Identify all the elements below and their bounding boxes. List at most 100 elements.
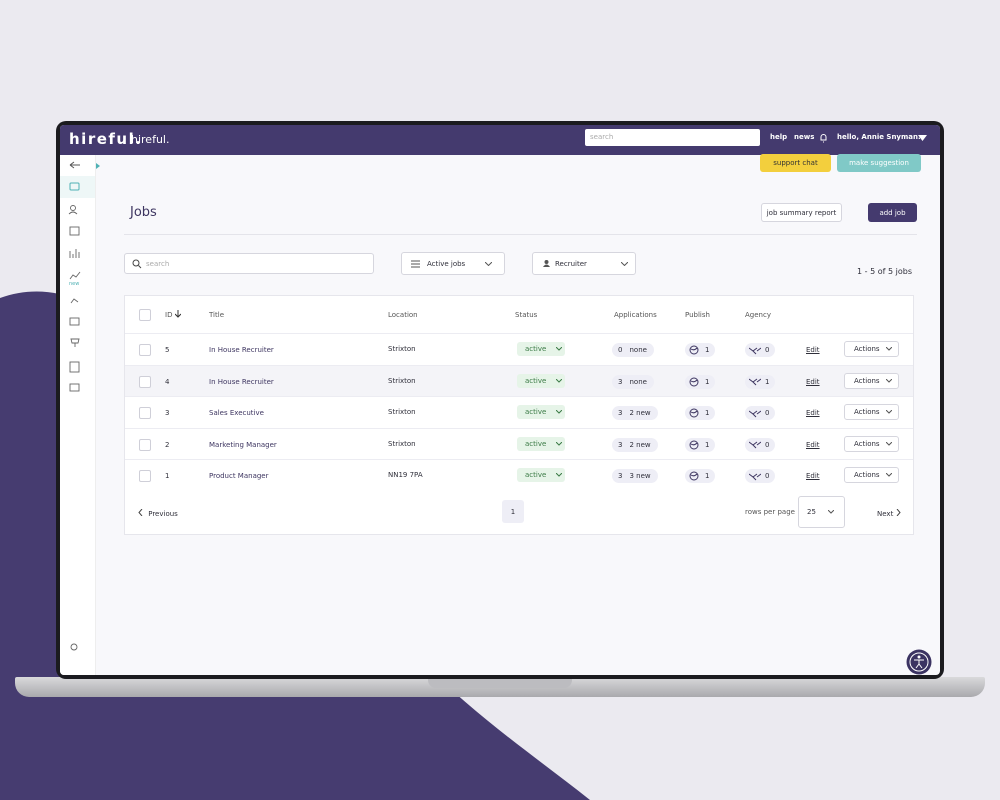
top-bar: hireful. hireful. search help news hello… — [60, 125, 940, 155]
column-header: Applications — [614, 311, 657, 319]
status-pill[interactable]: active — [517, 373, 565, 388]
chevron — [885, 345, 893, 353]
applications-pill: 3 none — [612, 374, 654, 389]
publish-count: 1 — [705, 346, 710, 354]
job-location: Strixton — [388, 408, 416, 417]
status-text: active — [525, 345, 547, 353]
column-header: Publish — [685, 311, 710, 319]
row-checkbox[interactable] — [139, 470, 151, 483]
previous-button[interactable]: Previous — [138, 508, 178, 518]
applications-pill: 3 3 new — [612, 469, 658, 484]
status-pill[interactable]: active — [517, 405, 565, 420]
status-pill[interactable]: active — [517, 468, 565, 483]
status-pill[interactable]: active — [517, 342, 565, 356]
applications-new: 3 new — [629, 472, 651, 481]
agency-pill: 1 — [745, 374, 775, 389]
chevron — [555, 408, 563, 416]
status-filter-label: Active jobs — [427, 259, 466, 268]
publish-pill: 1 — [685, 406, 715, 421]
edit-link[interactable]: Edit — [806, 409, 820, 418]
page-button[interactable]: 1 — [502, 500, 524, 523]
jobs-search[interactable]: search — [124, 253, 374, 274]
filter-icon — [411, 260, 420, 267]
publish-count: 1 — [705, 409, 710, 418]
table-row: 2 Marketing Manager Strixton active 3 2 new 1 0… — [125, 427, 913, 460]
actions-label: Actions — [854, 439, 880, 448]
page-size-value: 25 — [807, 508, 816, 516]
job-title[interactable]: Marketing Manager — [209, 440, 277, 449]
status-text: active — [525, 439, 547, 448]
publish-pill: 1 — [685, 343, 715, 357]
publish-pill: 1 — [685, 469, 715, 484]
actions-button[interactable]: Actions — [844, 372, 899, 389]
job-summary-report-button[interactable]: job summary report — [761, 203, 842, 222]
chevron — [885, 471, 893, 479]
accessibility-button[interactable] — [906, 649, 932, 675]
recruiter-filter-label: Recruiter — [555, 259, 587, 268]
chevron — [885, 440, 893, 448]
edit-link[interactable]: Edit — [806, 346, 820, 354]
edit-link[interactable]: Edit — [806, 472, 820, 481]
chevron — [827, 508, 835, 516]
sort-arrow[interactable] — [174, 310, 182, 321]
table-row: 5 In House Recruiter Strixton active 0 none 1 0… — [125, 333, 913, 365]
agency-count: 0 — [765, 346, 770, 354]
row-checkbox[interactable] — [139, 438, 151, 451]
table-row: 3 Sales Executive Strixton active 3 2 new 1 0 Ed… — [125, 396, 913, 429]
logo[interactable]: hireful. — [69, 130, 143, 148]
actions-button[interactable]: Actions — [844, 341, 899, 357]
rows-per-page-label: rows per page — [745, 508, 795, 516]
row-checkbox[interactable] — [139, 344, 151, 356]
user-caret[interactable] — [918, 135, 927, 141]
sidebar-icons — [60, 161, 100, 651]
column-header[interactable]: ID — [165, 311, 173, 319]
job-title[interactable]: In House Recruiter — [209, 346, 274, 354]
next-button[interactable]: Next — [877, 508, 901, 518]
select-all-checkbox[interactable] — [139, 309, 151, 321]
support-chat-button[interactable]: support chat — [760, 154, 831, 172]
status-text: active — [525, 408, 547, 417]
user-menu[interactable]: hello, Annie Snyman. — [837, 133, 921, 141]
recruiter-filter[interactable]: Recruiter — [532, 252, 636, 275]
publish-count: 1 — [705, 440, 710, 449]
help-link[interactable]: help — [770, 133, 788, 141]
make-suggestion-button[interactable]: make suggestion — [837, 154, 921, 172]
table-row: 4 In House Recruiter Strixton active 3 none 1 1… — [125, 364, 913, 397]
search-icon — [132, 259, 142, 268]
job-title[interactable]: Sales Executive — [209, 409, 264, 418]
edit-link[interactable]: Edit — [806, 377, 820, 386]
jobs-table: ID Title Location Status Applications Publish… — [124, 295, 914, 535]
brand: hireful. — [131, 133, 170, 146]
next-label: Next — [877, 510, 894, 518]
status-text: active — [525, 471, 547, 480]
page-size-select[interactable]: 25 — [798, 496, 845, 528]
bell-icon[interactable] — [819, 133, 828, 143]
actions-button[interactable]: Actions — [844, 435, 899, 452]
chevron — [555, 471, 563, 479]
screen: hireful. hireful. search help news hello… — [60, 125, 940, 675]
job-title[interactable]: Product Manager — [209, 472, 269, 481]
publish-pill: 1 — [685, 374, 715, 389]
job-title[interactable]: In House Recruiter — [209, 377, 274, 386]
applications-pill: 0 none — [612, 343, 654, 357]
chevron — [555, 345, 563, 353]
row-checkbox[interactable] — [139, 407, 151, 420]
news-link[interactable]: news — [794, 133, 815, 141]
status-pill[interactable]: active — [517, 436, 565, 451]
actions-button[interactable]: Actions — [844, 467, 899, 484]
publish-count: 1 — [705, 472, 710, 481]
applications-new: 2 new — [629, 440, 651, 449]
divider — [124, 234, 917, 235]
status-filter[interactable]: Active jobs — [401, 252, 505, 275]
edit-link[interactable]: Edit — [806, 440, 820, 449]
job-id: 1 — [165, 472, 170, 481]
row-checkbox[interactable] — [139, 375, 151, 388]
actions-button[interactable]: Actions — [844, 404, 899, 421]
applications-count: 0 — [618, 346, 623, 354]
job-id: 3 — [165, 409, 170, 418]
agency-pill: 0 — [745, 469, 775, 484]
search-input[interactable]: search — [585, 129, 760, 146]
column-header: Location — [388, 311, 418, 319]
add-job-button[interactable]: add job — [868, 203, 917, 222]
